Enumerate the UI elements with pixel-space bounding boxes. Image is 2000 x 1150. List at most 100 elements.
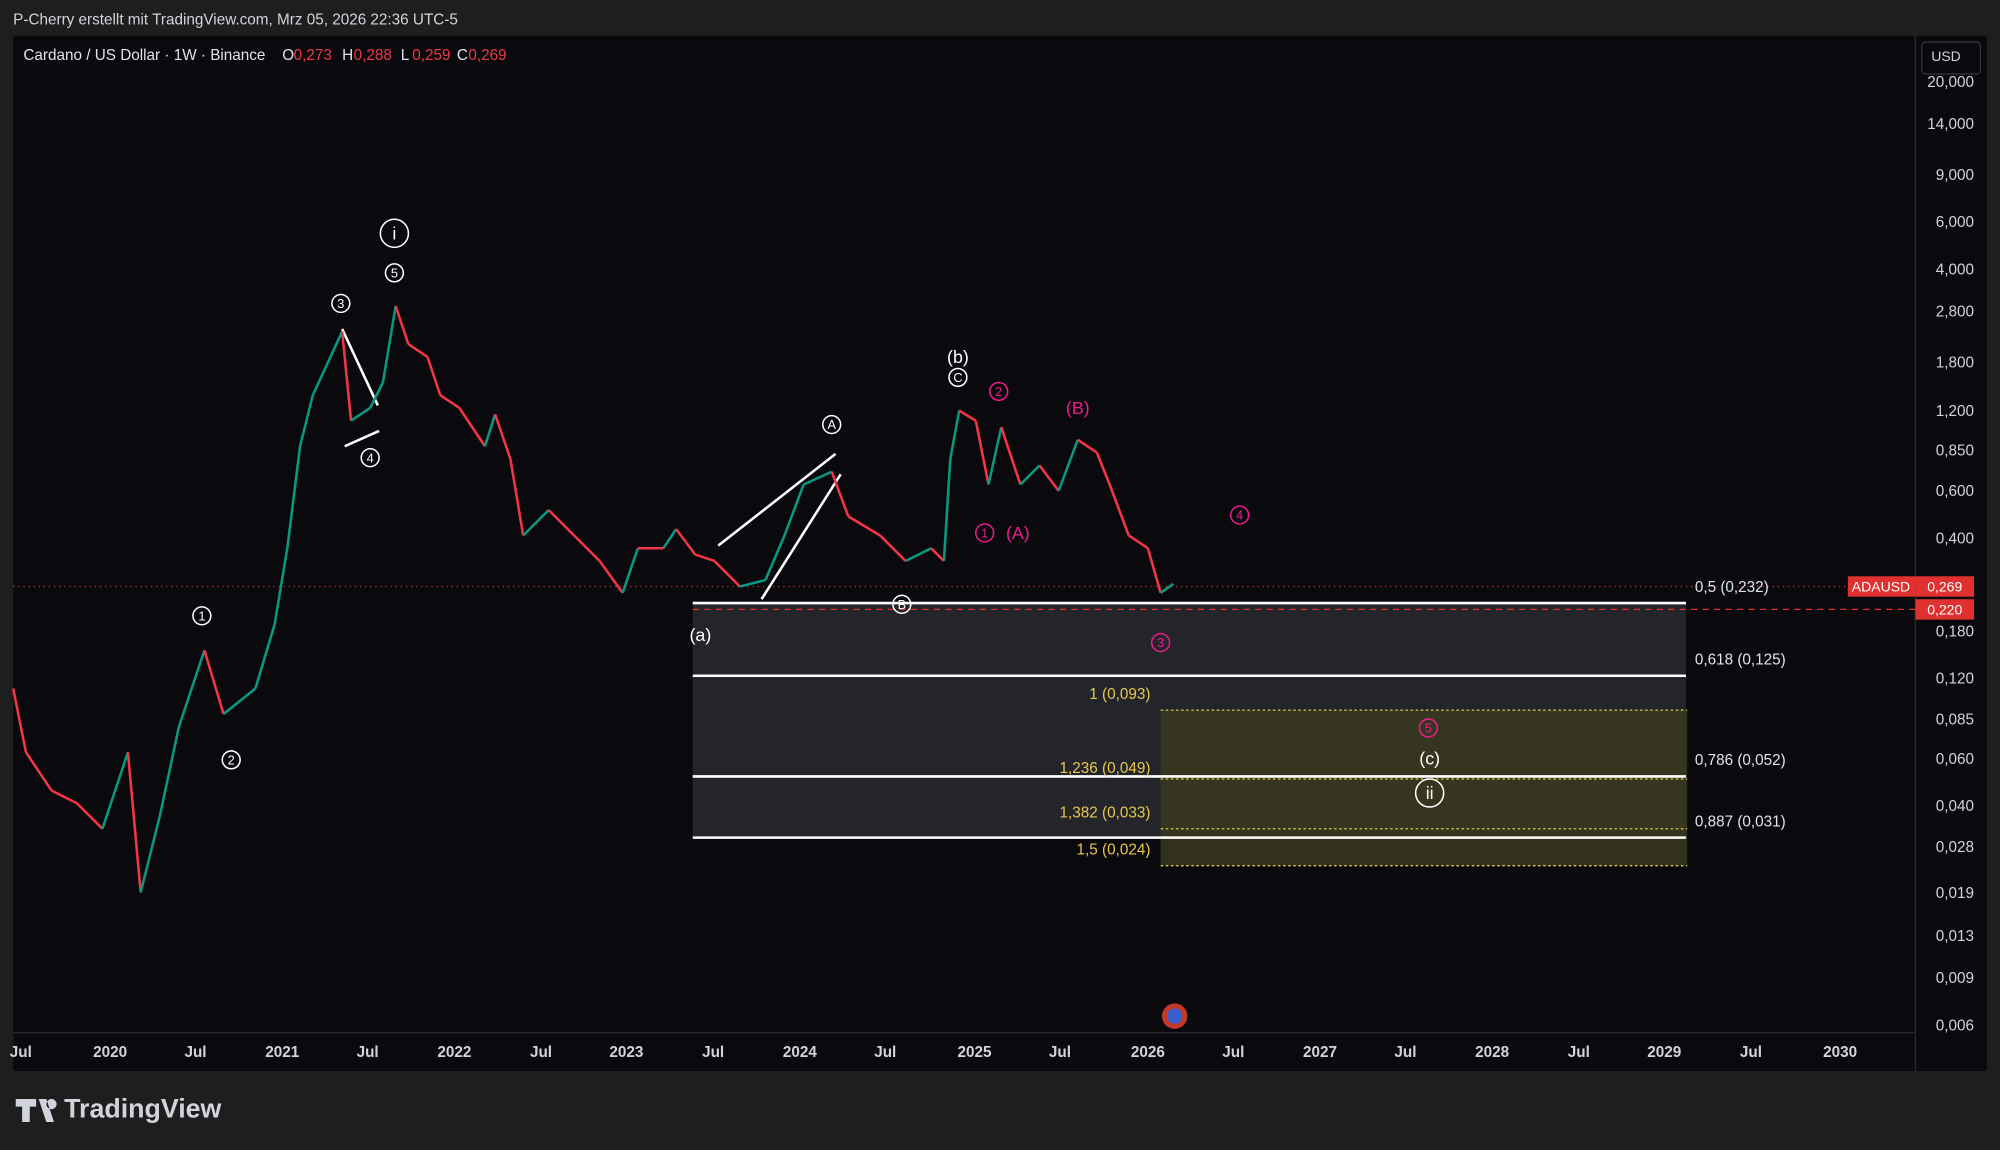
price-segment (203, 649, 225, 715)
last-price: 0,269 (1927, 578, 1962, 594)
wave-circle (948, 367, 968, 388)
price-segment (350, 406, 371, 422)
currency[interactable]: USD (1931, 48, 1961, 64)
price-segment (426, 356, 442, 396)
price-segment (407, 343, 429, 359)
price-label: 6,000 (1936, 214, 1974, 231)
price-segment (158, 726, 181, 817)
time-label: Jul (1394, 1044, 1416, 1061)
price-segment (1146, 547, 1162, 594)
time-label: Jul (1222, 1044, 1244, 1061)
wave-circle (975, 523, 995, 543)
wave-label: 3 (1157, 635, 1164, 650)
price-label: 0,060 (1936, 751, 1974, 768)
wave-label: 4 (1236, 508, 1243, 523)
price-segment (974, 420, 990, 485)
price-segment (139, 815, 162, 893)
price-label: 14,000 (1927, 116, 1974, 133)
symbol: Cardano / US Dollar · 1W · Binance (23, 47, 265, 64)
footer-logo[interactable]: TradingView (15, 1094, 222, 1124)
ohlc-value: 0,259 (412, 47, 450, 64)
extension-label: 1 (0,093) (1089, 686, 1150, 703)
time-label: Jul (357, 1044, 379, 1061)
price-segment (369, 381, 385, 409)
fib-label: 0,887 (0,031) (1695, 813, 1786, 830)
price-segment (987, 426, 1003, 485)
time-label: Jul (1568, 1044, 1590, 1061)
price-segment (694, 553, 715, 563)
price-segment (879, 534, 907, 562)
price-label: 1,200 (1936, 403, 1974, 420)
wave-label: B (898, 597, 907, 612)
extension-lines (1160, 709, 1688, 867)
price-label: 2,800 (1936, 303, 1974, 320)
price-segment (394, 305, 410, 345)
price-segment (803, 470, 833, 486)
price-segment (76, 802, 104, 830)
wave-circle (1230, 505, 1250, 525)
price-segment (949, 410, 961, 460)
price-segment (298, 394, 315, 447)
level-price: 0,220 (1927, 601, 1962, 617)
price-segment (311, 330, 344, 396)
price-segment (573, 534, 601, 562)
price-segment (50, 789, 78, 805)
price-segment (783, 484, 805, 536)
time-label: Jul (874, 1044, 896, 1061)
time-label: 2022 (437, 1044, 471, 1061)
price-segment (830, 471, 850, 517)
wave-circle (1418, 718, 1439, 738)
wave-label: 1 (198, 608, 205, 623)
ohlc-value: 0,273 (294, 47, 332, 64)
wave-circle (221, 750, 241, 770)
price-segment (662, 528, 678, 549)
price-segment (621, 547, 640, 594)
extension-label: 1,236 (0,049) (1060, 760, 1151, 777)
price-segment (509, 458, 525, 536)
price-segment (739, 578, 766, 588)
symbol-tag-text: ADAUSD (1852, 578, 1910, 594)
fib-label: 0,786 (0,052) (1695, 752, 1786, 769)
wave-circle (822, 414, 842, 435)
price-segment (958, 409, 977, 422)
time-label: Jul (1049, 1044, 1071, 1061)
event-icon-flag (1167, 1008, 1183, 1024)
wave-label: (c) (1419, 749, 1440, 769)
price-segment (11, 688, 28, 753)
price-segment (458, 407, 486, 447)
ohlc-key: O (282, 47, 294, 64)
ohlc-key: C (457, 47, 468, 64)
wave-circle (331, 293, 351, 314)
price-label: 0,009 (1936, 970, 1974, 987)
price-segment (598, 560, 624, 594)
wave-label: 1 (981, 526, 988, 541)
price-segment (1095, 452, 1111, 485)
price-segment (905, 547, 932, 563)
last-price-tag (1915, 576, 1975, 597)
price-segment (1000, 426, 1022, 485)
price-label: 0,850 (1936, 442, 1974, 459)
price-segment (1159, 582, 1175, 594)
price-segment (493, 413, 512, 460)
chart-pane (13, 35, 1987, 1071)
wave-label: (b) (947, 347, 969, 367)
price-segment (1108, 484, 1130, 536)
price-segment (439, 394, 461, 410)
price-label: 0,013 (1936, 928, 1974, 945)
price-segment (713, 560, 741, 588)
wave-label: 4 (367, 450, 374, 465)
currency-button[interactable] (1921, 41, 1982, 75)
price-segment (930, 547, 945, 562)
wave-label: i (392, 223, 396, 243)
trend-lines (340, 328, 842, 600)
price-segment (222, 687, 257, 715)
price-segment (675, 528, 697, 556)
fib-lines (692, 601, 1686, 839)
price-segment (1077, 438, 1098, 454)
time-label: 2028 (1475, 1044, 1509, 1061)
ohlc-key: L (401, 47, 410, 64)
logo-text[interactable]: TradingView (64, 1094, 221, 1124)
attribution: P-Cherry erstellt mit TradingView.com, M… (13, 11, 458, 28)
time-label: Jul (10, 1044, 32, 1061)
